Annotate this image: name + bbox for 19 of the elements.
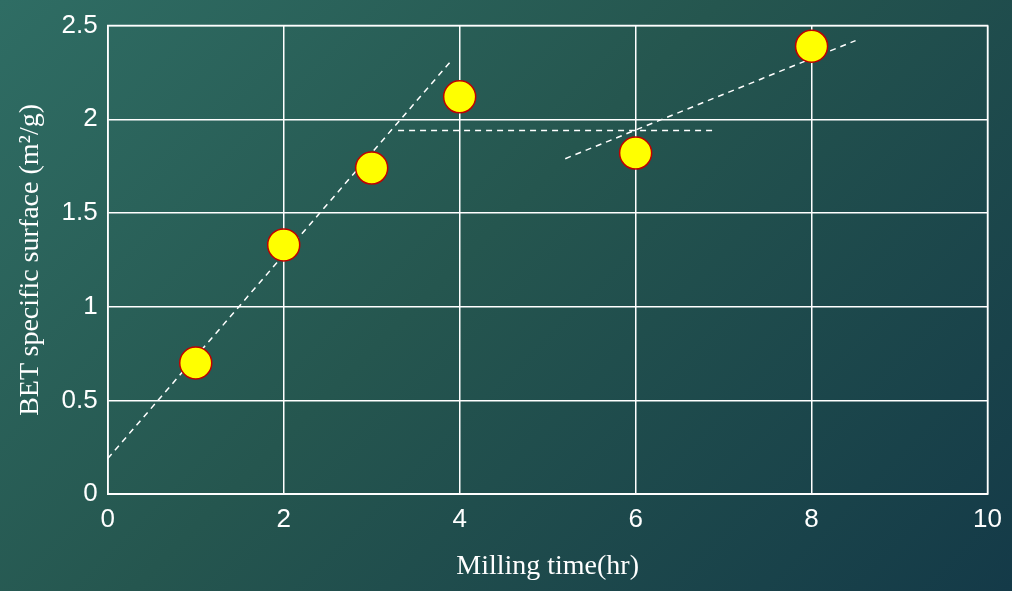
y-tick-label: 1.5: [61, 196, 98, 227]
x-tick-label: 8: [804, 502, 819, 533]
x-tick-label: 4: [452, 502, 467, 533]
y-tick-label: 1: [83, 289, 98, 320]
point: [442, 80, 477, 114]
y-tick-label: 0: [83, 477, 98, 508]
y-tick-label: 2: [83, 102, 98, 133]
point: [266, 228, 301, 262]
x-axis-title: Milling time(hr): [456, 548, 640, 580]
point: [354, 151, 389, 185]
x-tick-label: 6: [628, 502, 643, 533]
point: [794, 29, 829, 63]
point: [618, 136, 653, 170]
y-axis-title: BET specific surface (m²/g): [13, 103, 45, 416]
x-tick-label: 10: [973, 502, 1002, 533]
x-tick-label: 2: [276, 502, 291, 533]
y-tick-label: 2.5: [61, 8, 98, 39]
y-tick-label: 0.5: [61, 383, 98, 414]
point: [178, 346, 213, 380]
